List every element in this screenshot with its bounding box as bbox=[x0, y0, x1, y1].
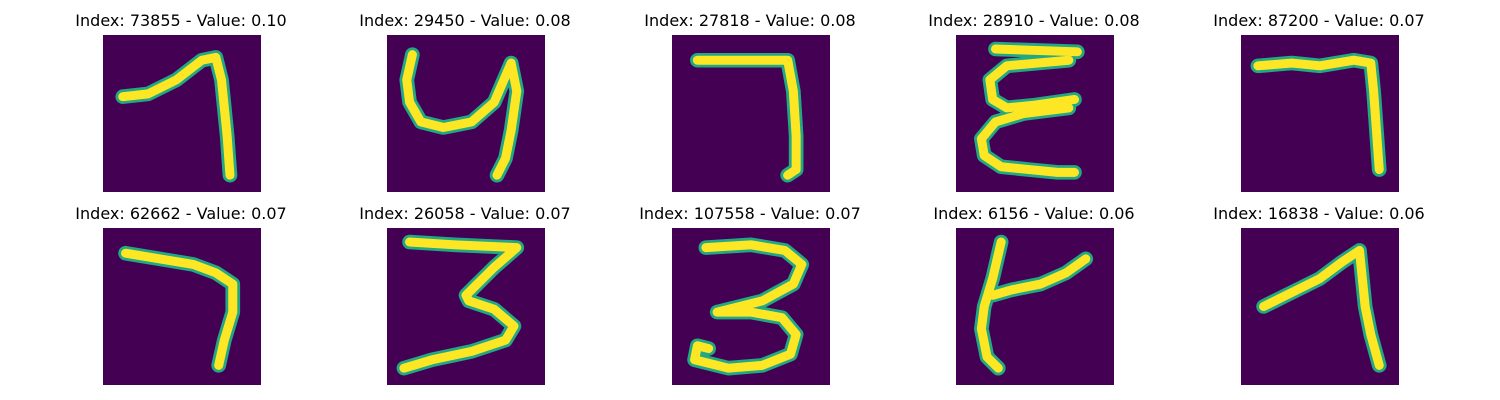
panel-title: Index: 73855 - Value: 0.10 bbox=[75, 11, 287, 30]
panel-title: Index: 62662 - Value: 0.07 bbox=[75, 204, 287, 223]
digit-image bbox=[1241, 228, 1399, 385]
digit-image bbox=[672, 228, 830, 385]
digit-image bbox=[103, 228, 261, 385]
panel-title: Index: 16838 - Value: 0.06 bbox=[1213, 204, 1425, 223]
panel-title: Index: 87200 - Value: 0.07 bbox=[1213, 11, 1425, 30]
panel-title: Index: 107558 - Value: 0.07 bbox=[639, 204, 861, 223]
digit-image bbox=[956, 35, 1114, 192]
digit-panel-6: Index: 62662 - Value: 0.07 bbox=[61, 204, 301, 389]
panel-title: Index: 6156 - Value: 0.06 bbox=[933, 204, 1135, 223]
digit-panel-10: Index: 16838 - Value: 0.06 bbox=[1199, 204, 1439, 389]
panel-title: Index: 26058 - Value: 0.07 bbox=[359, 204, 571, 223]
digit-image bbox=[103, 35, 261, 192]
panel-title: Index: 28910 - Value: 0.08 bbox=[928, 11, 1140, 30]
digit-panel-3: Index: 27818 - Value: 0.08 bbox=[630, 11, 870, 196]
digit-image bbox=[672, 35, 830, 192]
panel-title: Index: 27818 - Value: 0.08 bbox=[644, 11, 856, 30]
digit-image bbox=[956, 228, 1114, 385]
digit-image bbox=[387, 35, 545, 192]
digit-image bbox=[1241, 35, 1399, 192]
panel-title: Index: 29450 - Value: 0.08 bbox=[359, 11, 571, 30]
digit-panel-8: Index: 107558 - Value: 0.07 bbox=[630, 204, 870, 389]
digit-panel-2: Index: 29450 - Value: 0.08 bbox=[345, 11, 585, 196]
digit-panel-4: Index: 28910 - Value: 0.08 bbox=[914, 11, 1154, 196]
digit-panel-1: Index: 73855 - Value: 0.10 bbox=[61, 11, 301, 196]
digit-image bbox=[387, 228, 545, 385]
digit-panel-5: Index: 87200 - Value: 0.07 bbox=[1199, 11, 1439, 196]
digit-panel-7: Index: 26058 - Value: 0.07 bbox=[345, 204, 585, 389]
digit-panel-9: Index: 6156 - Value: 0.06 bbox=[914, 204, 1154, 389]
